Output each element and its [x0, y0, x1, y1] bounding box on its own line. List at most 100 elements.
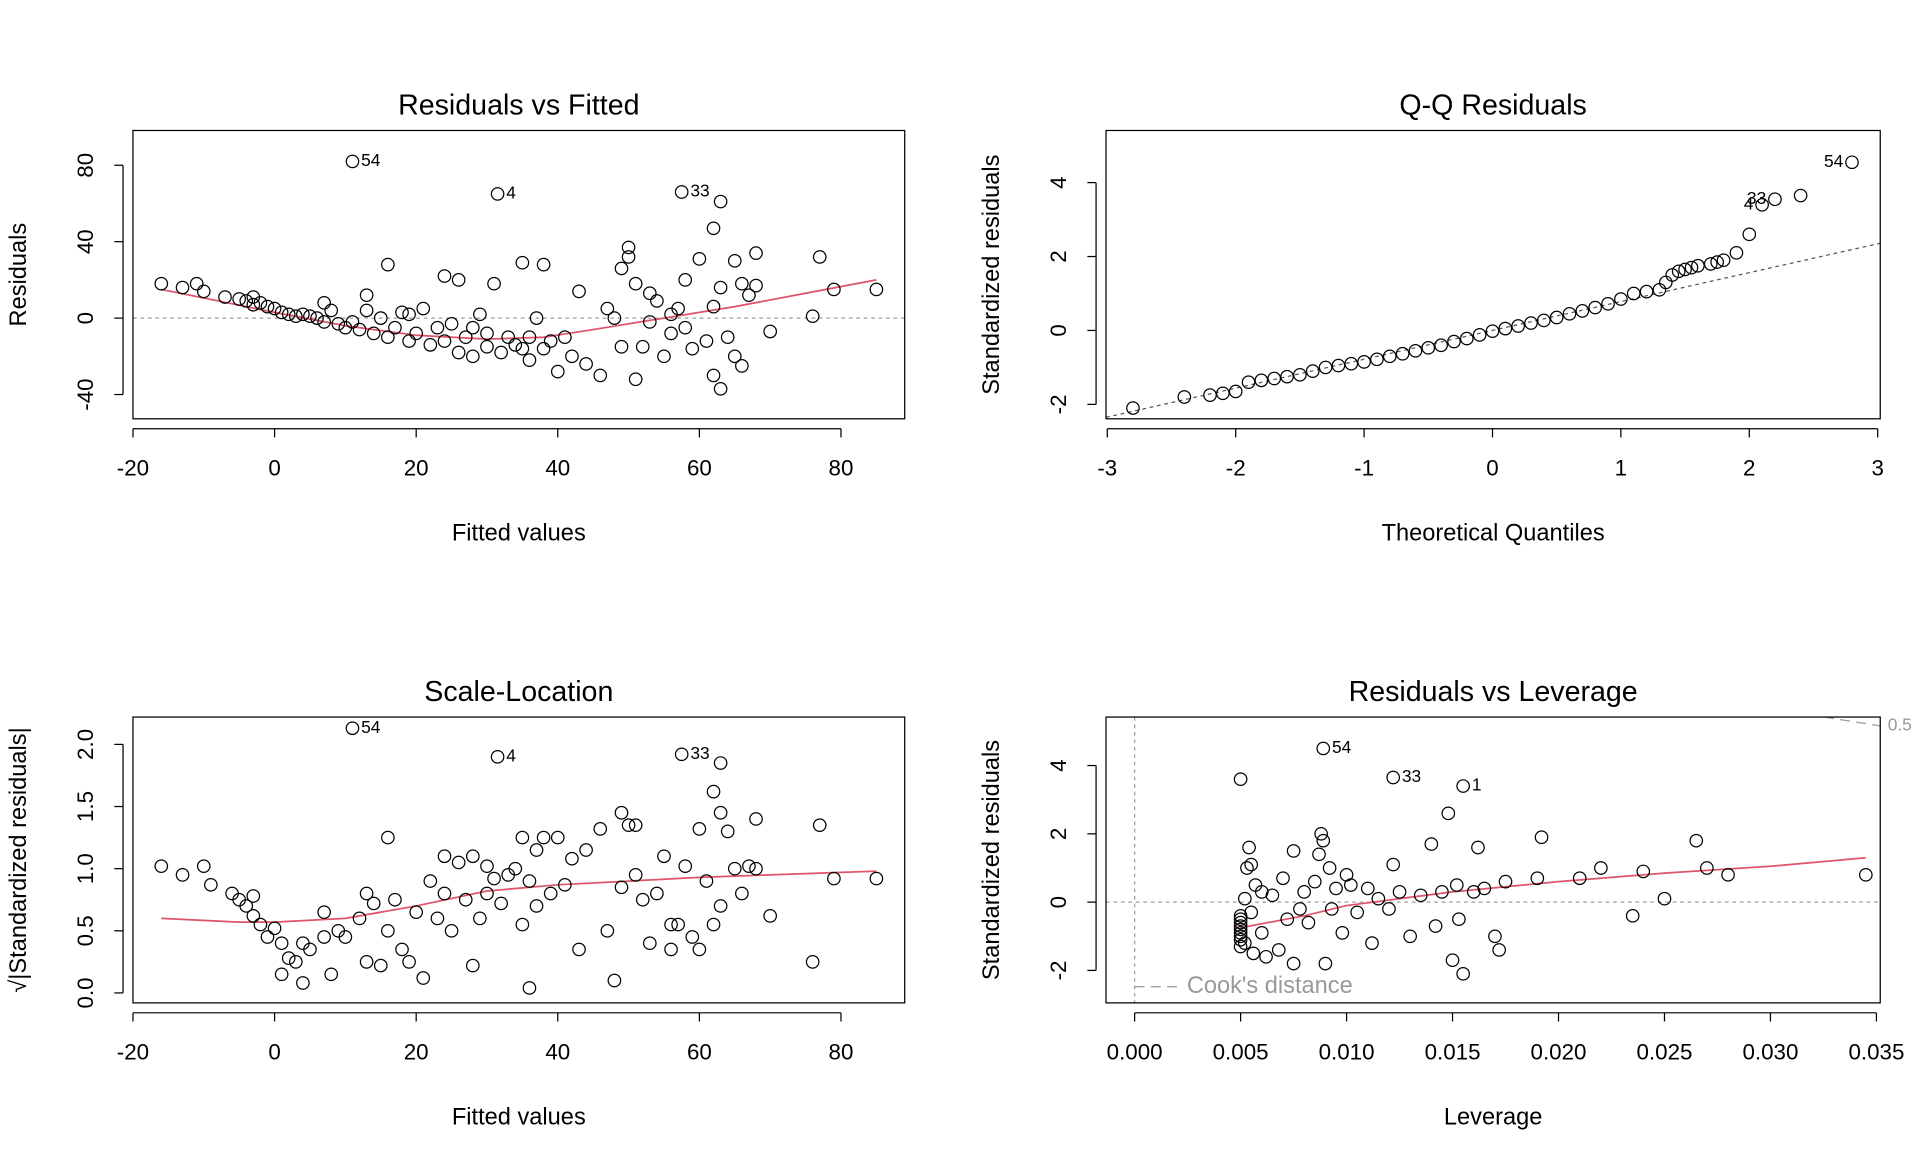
point-label: 4	[506, 183, 516, 203]
point	[628, 818, 643, 832]
point	[366, 326, 381, 341]
point	[1305, 364, 1320, 378]
point	[381, 257, 395, 272]
point	[1314, 827, 1328, 841]
point	[1271, 943, 1286, 957]
y-tick-label: 0	[1046, 896, 1071, 908]
point	[465, 958, 480, 973]
point	[727, 253, 742, 268]
point	[642, 286, 657, 301]
x-tick-label: -3	[1097, 456, 1117, 481]
point	[317, 295, 331, 310]
cooks-contour	[1824, 717, 1881, 727]
point	[1511, 319, 1525, 333]
point	[490, 749, 505, 764]
point	[536, 830, 551, 845]
point	[1452, 912, 1466, 927]
point	[515, 255, 530, 270]
point	[1233, 922, 1248, 937]
point	[345, 721, 360, 736]
point	[1318, 360, 1333, 375]
point	[720, 330, 735, 345]
x-tick-label: 40	[545, 456, 570, 481]
point	[713, 280, 728, 295]
point	[1614, 292, 1628, 306]
point	[1312, 847, 1326, 862]
point	[416, 971, 431, 985]
x-tick-label: -20	[117, 456, 149, 481]
point	[706, 368, 721, 383]
point	[490, 187, 505, 201]
point	[1534, 830, 1549, 845]
point	[558, 877, 572, 892]
point	[345, 154, 360, 169]
point	[1238, 891, 1252, 906]
point	[1244, 857, 1259, 872]
point	[352, 322, 367, 337]
point	[635, 892, 650, 907]
y-axis-label: Standardized residuals	[979, 155, 1005, 395]
point	[388, 320, 402, 335]
point	[274, 305, 289, 320]
point	[402, 307, 416, 322]
point-label: 33	[1402, 766, 1421, 786]
point	[274, 967, 289, 982]
point	[1459, 331, 1474, 346]
point	[465, 849, 480, 864]
point-label: 54	[1824, 151, 1844, 171]
point	[664, 942, 678, 957]
point	[706, 917, 721, 932]
point	[565, 851, 579, 866]
plot-area	[1106, 242, 1881, 418]
point	[650, 294, 664, 308]
point	[1755, 197, 1769, 212]
x-tick-label: 0.025	[1637, 1040, 1693, 1065]
point	[1254, 885, 1269, 899]
point	[727, 861, 742, 876]
point	[288, 309, 303, 324]
point	[317, 905, 331, 919]
x-tick-label: -2	[1226, 456, 1246, 481]
y-tick-label: 1.5	[73, 791, 98, 822]
point	[373, 958, 388, 973]
point	[522, 330, 537, 345]
y-tick-label: 4	[1046, 176, 1071, 188]
point	[324, 303, 339, 318]
point	[1329, 881, 1343, 896]
x-tick-label: 60	[687, 1040, 712, 1065]
point	[416, 301, 431, 316]
point	[713, 381, 728, 396]
point	[1626, 286, 1641, 301]
point	[1203, 388, 1217, 402]
point	[593, 822, 608, 836]
point	[579, 357, 593, 371]
point	[805, 955, 820, 969]
point	[359, 288, 374, 303]
point	[735, 359, 749, 373]
y-tick-label: 2	[1046, 250, 1071, 262]
point	[1678, 262, 1692, 277]
point	[1421, 340, 1436, 355]
point	[444, 317, 459, 331]
point	[614, 339, 629, 354]
point	[395, 942, 409, 957]
point	[1216, 386, 1230, 401]
point	[1845, 155, 1859, 170]
point	[480, 859, 494, 874]
point	[274, 936, 289, 951]
smooth-line	[1240, 856, 1866, 929]
y-tick-label: 0.5	[73, 915, 98, 946]
point	[1488, 929, 1502, 944]
point	[1177, 390, 1192, 404]
point	[1386, 857, 1401, 872]
point	[1408, 343, 1423, 358]
point	[678, 273, 693, 287]
point	[296, 976, 310, 990]
plot-area	[1106, 717, 1881, 1003]
point	[451, 345, 466, 360]
x-tick-label: -1	[1354, 456, 1374, 481]
point	[869, 871, 884, 886]
panel-title: Scale-Location	[424, 676, 613, 708]
point	[1594, 861, 1608, 875]
point	[1280, 912, 1295, 927]
